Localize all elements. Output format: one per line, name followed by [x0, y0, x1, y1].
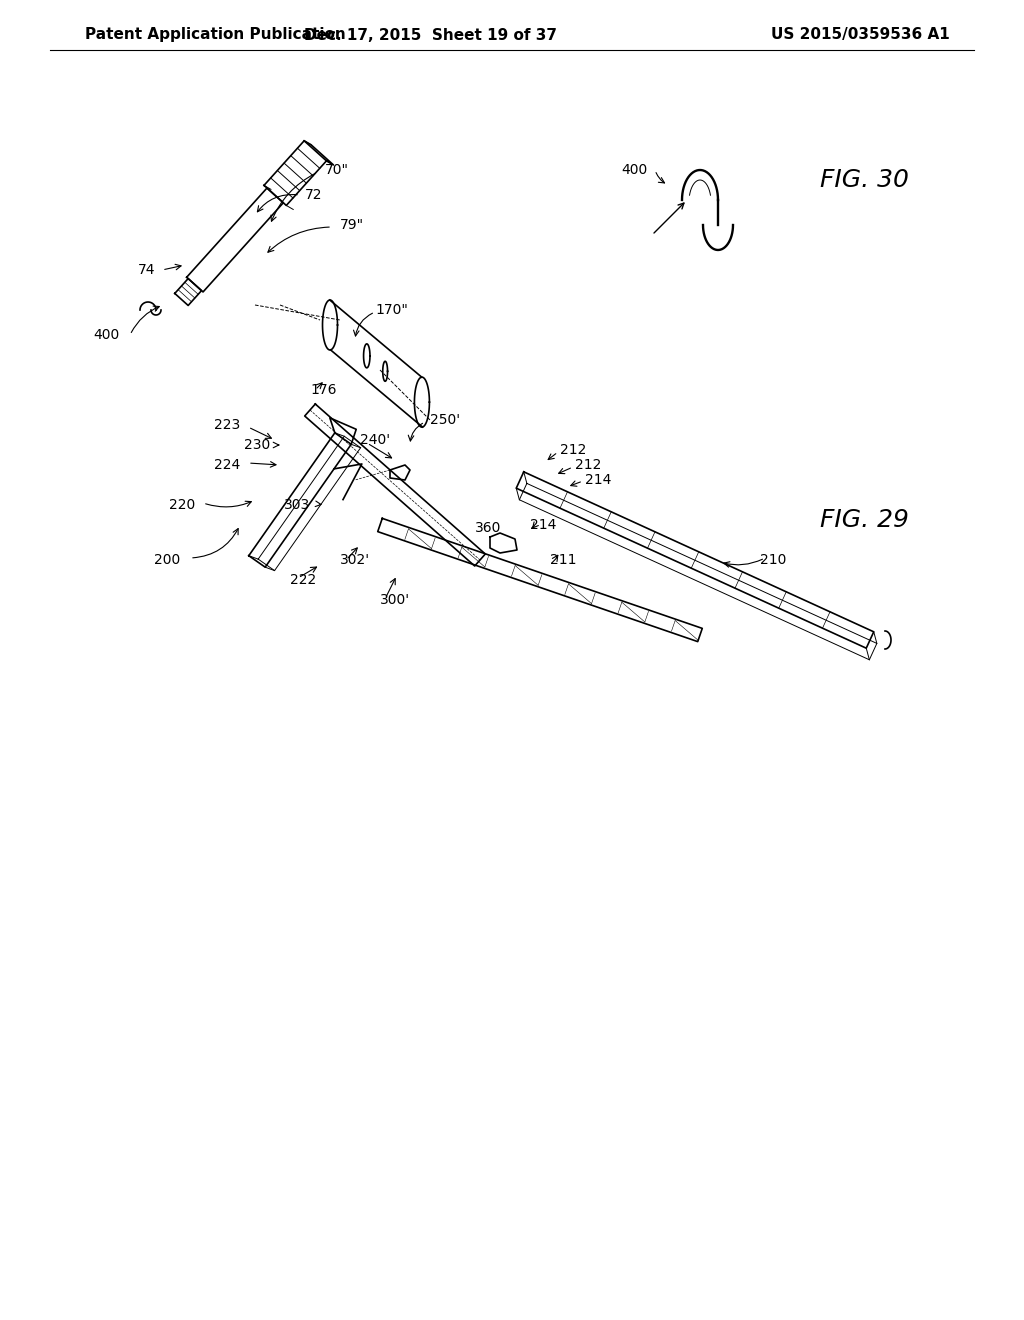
Text: 212: 212	[575, 458, 601, 473]
Text: 74: 74	[137, 263, 155, 277]
Text: 250': 250'	[430, 413, 460, 426]
Text: 200: 200	[154, 553, 180, 568]
Text: Dec. 17, 2015  Sheet 19 of 37: Dec. 17, 2015 Sheet 19 of 37	[303, 28, 556, 42]
Text: 400: 400	[94, 327, 120, 342]
Text: 214: 214	[530, 517, 556, 532]
Text: Patent Application Publication: Patent Application Publication	[85, 28, 346, 42]
Text: 176: 176	[310, 383, 337, 397]
Text: 224: 224	[214, 458, 240, 473]
Text: 220: 220	[169, 498, 195, 512]
Text: 230: 230	[244, 438, 270, 451]
Text: 302': 302'	[340, 553, 370, 568]
Text: 222: 222	[290, 573, 316, 587]
Text: 303: 303	[284, 498, 310, 512]
Text: 214: 214	[585, 473, 611, 487]
Text: FIG. 30: FIG. 30	[820, 168, 909, 191]
Text: 72: 72	[305, 187, 323, 202]
Text: 400: 400	[622, 162, 648, 177]
Text: US 2015/0359536 A1: US 2015/0359536 A1	[771, 28, 950, 42]
Text: 360: 360	[475, 521, 502, 535]
Text: 170": 170"	[375, 304, 408, 317]
Text: 210: 210	[760, 553, 786, 568]
Text: FIG. 29: FIG. 29	[820, 508, 909, 532]
Text: 240': 240'	[360, 433, 390, 447]
Text: 300': 300'	[380, 593, 411, 607]
Text: 223: 223	[214, 418, 240, 432]
Text: 79": 79"	[340, 218, 365, 232]
Text: 70": 70"	[325, 162, 349, 177]
Text: 212: 212	[560, 444, 587, 457]
Text: 211: 211	[550, 553, 577, 568]
